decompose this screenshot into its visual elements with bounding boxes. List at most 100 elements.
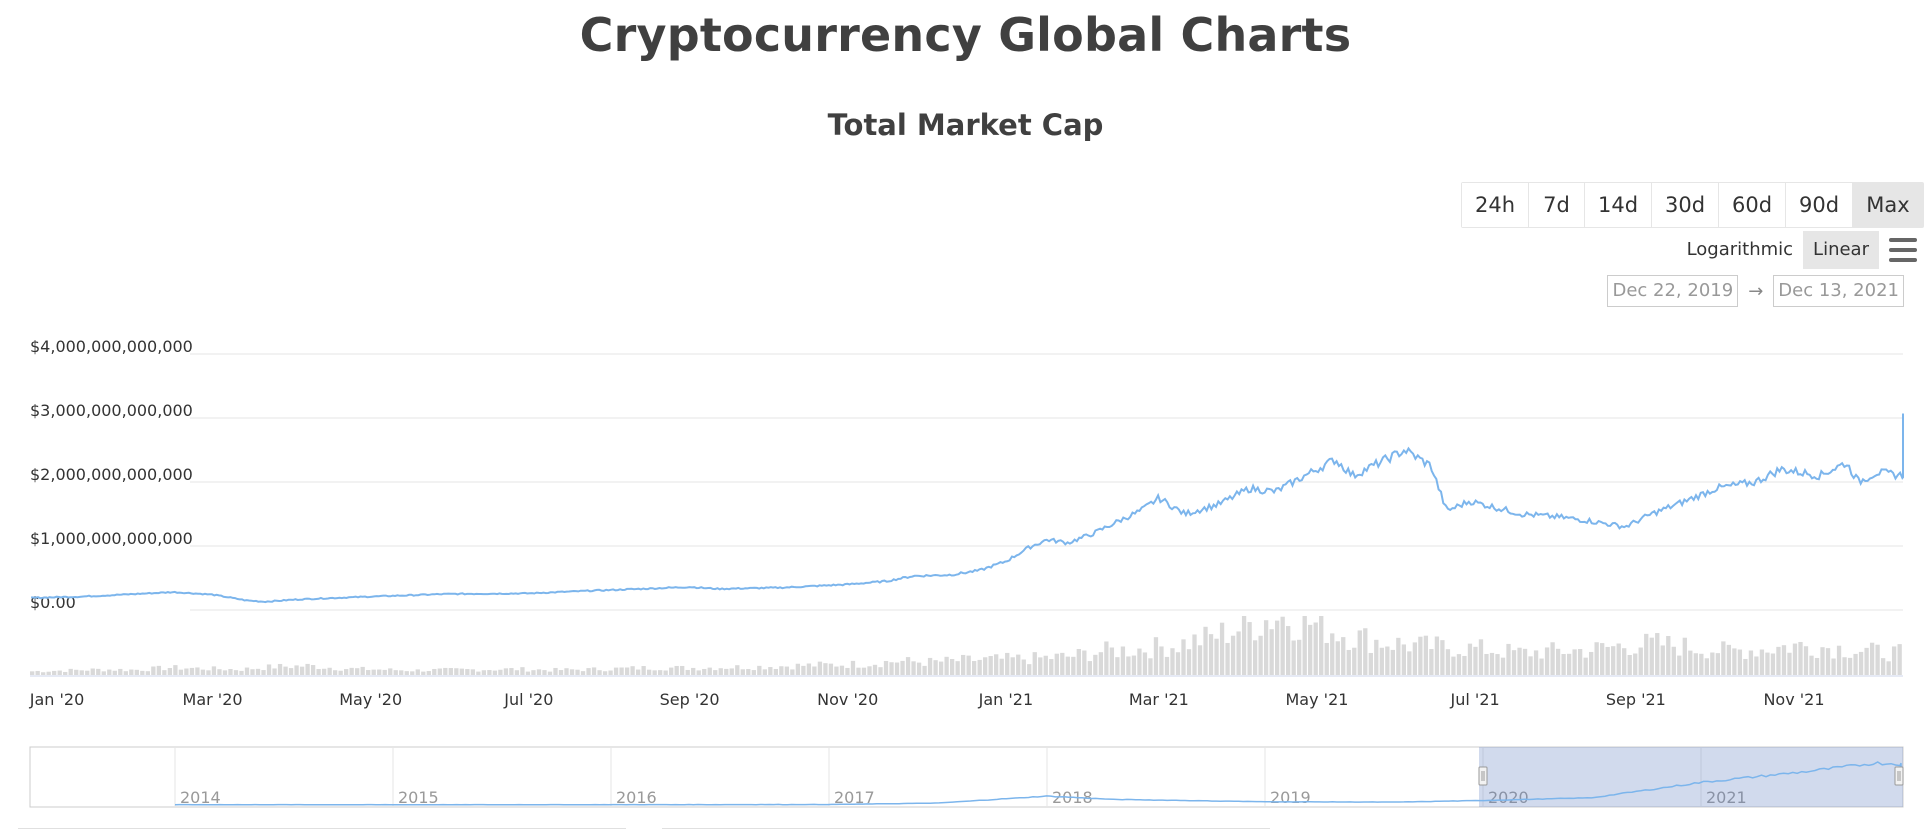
volume-bar — [900, 660, 905, 675]
volume-bar — [1412, 642, 1418, 675]
volume-bar — [724, 668, 729, 675]
volume-bar — [1082, 650, 1087, 675]
volume-bar — [1203, 626, 1208, 675]
range-button-24h[interactable]: 24h — [1462, 183, 1529, 227]
volume-bar — [999, 658, 1004, 675]
divider-left — [18, 828, 626, 829]
volume-bar — [1781, 645, 1787, 675]
volume-bar — [85, 670, 90, 675]
volume-bar — [520, 667, 525, 675]
range-button-7d[interactable]: 7d — [1529, 183, 1585, 227]
volume-bar — [1341, 637, 1346, 675]
volume-bar — [1418, 636, 1423, 675]
volume-bar — [432, 668, 437, 675]
range-button-90d[interactable]: 90d — [1786, 183, 1853, 227]
y-axis-labels: $0.00 $1,000,000,000,000 $2,000,000,000,00… — [30, 337, 193, 612]
volume-bar — [1252, 640, 1258, 675]
volume-bar — [972, 661, 977, 675]
volume-bar — [641, 666, 646, 675]
volume-bar — [707, 667, 712, 675]
volume-bar — [580, 671, 586, 675]
volume-bar — [1693, 653, 1698, 675]
volume-bar — [889, 662, 894, 675]
volume-bar — [856, 667, 861, 675]
date-from-input[interactable]: Dec 22, 2019 — [1607, 275, 1739, 307]
volume-bar — [1737, 649, 1743, 675]
volume-bar — [729, 668, 734, 675]
volume-bar — [68, 668, 73, 675]
volume-bar — [481, 670, 487, 675]
volume-bar — [1043, 655, 1048, 675]
volume-bar — [1638, 647, 1643, 675]
volume-bar — [1478, 639, 1484, 675]
volume-bar — [310, 665, 316, 675]
navigator-selection[interactable] — [1479, 747, 1903, 807]
volume-bar — [536, 669, 542, 675]
volume-bar — [591, 667, 597, 675]
volume-bar — [1528, 656, 1533, 675]
volume-bar — [1561, 653, 1566, 675]
volume-bar — [702, 668, 707, 675]
volume-bar — [145, 671, 150, 675]
y-tick-label: $3,000,000,000,000 — [30, 401, 193, 420]
market-cap-series — [31, 413, 1904, 604]
volume-bar — [1836, 645, 1842, 675]
scale-logarithmic-button[interactable]: Logarithmic — [1686, 239, 1794, 260]
volume-bar — [1798, 641, 1803, 675]
range-button-14d[interactable]: 14d — [1585, 183, 1652, 227]
volume-bar — [938, 661, 944, 675]
navigator-handle-right[interactable] — [1894, 766, 1904, 786]
volume-bar — [1886, 661, 1891, 675]
range-button-60d[interactable]: 60d — [1719, 183, 1786, 227]
volume-bar — [839, 665, 845, 675]
hamburger-menu-icon[interactable] — [1889, 238, 1917, 262]
x-tick-label: Sep '20 — [660, 690, 720, 709]
volume-bar — [1809, 655, 1814, 675]
range-button-max[interactable]: Max — [1853, 183, 1923, 227]
volume-bar — [1699, 653, 1704, 675]
volume-bar — [773, 668, 778, 675]
volume-bar — [779, 666, 784, 675]
volume-bar — [1853, 653, 1858, 675]
navigator-year-label: 2021 — [1706, 788, 1747, 807]
volume-bar — [1825, 648, 1831, 675]
volume-bar — [233, 670, 239, 675]
volume-bar — [1897, 644, 1902, 675]
volume-bar — [735, 665, 740, 675]
volume-bar — [1743, 658, 1748, 675]
navigator-handle-left[interactable] — [1478, 766, 1488, 786]
volume-bar — [784, 666, 790, 675]
navigator-frame — [29, 746, 1904, 808]
volume-bar — [1462, 655, 1467, 675]
volume-bar — [817, 661, 823, 675]
navigator[interactable]: 20142015201620172018201920202021 — [29, 746, 1904, 808]
volume-bar — [1407, 651, 1412, 675]
volume-bar — [1159, 646, 1164, 675]
volume-bar — [933, 660, 938, 675]
volume-bar — [1688, 650, 1693, 675]
range-button-30d[interactable]: 30d — [1652, 183, 1719, 227]
x-axis-labels: Jan '20 Mar '20 May '20 Jul '20 Sep '20 Nov '… — [29, 690, 1825, 709]
volume-bar — [156, 665, 162, 675]
volume-bar — [547, 671, 553, 675]
volume-bar — [1792, 643, 1798, 675]
volume-bar — [388, 668, 393, 675]
page-title: Cryptocurrency Global Charts — [579, 8, 1352, 62]
volume-bar — [1368, 652, 1373, 675]
volume-bar — [1770, 653, 1776, 675]
volume-bar — [96, 668, 101, 675]
volume-bar — [608, 670, 613, 675]
date-to-input[interactable]: Dec 13, 2021 — [1773, 275, 1904, 307]
volume-bar — [107, 669, 112, 675]
scale-linear-button[interactable]: Linear — [1803, 231, 1879, 269]
volume-bar — [250, 669, 255, 675]
volume-bar — [101, 671, 106, 675]
volume-bar — [1027, 664, 1032, 675]
volume-bar — [349, 667, 354, 675]
volume-bar — [1032, 652, 1037, 675]
volume-bar — [1633, 653, 1638, 675]
volume-bar — [366, 670, 371, 675]
volume-bar — [1357, 630, 1362, 675]
volume-bar — [437, 668, 442, 675]
y-tick-label: $0.00 — [30, 593, 76, 612]
